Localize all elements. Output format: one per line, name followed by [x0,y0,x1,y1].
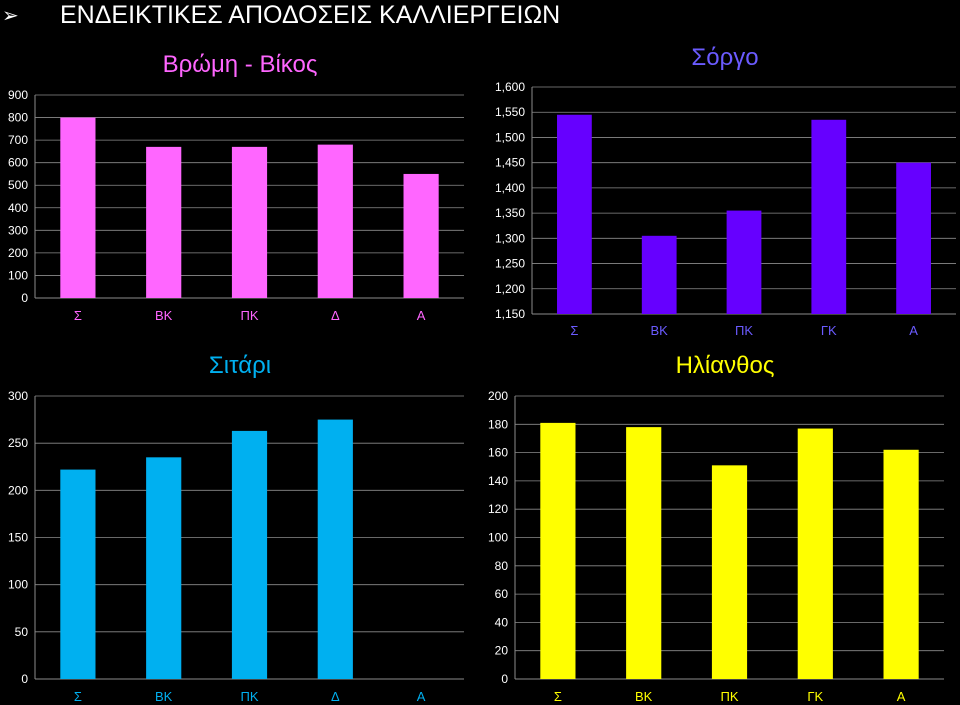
oats-vetch-bar [60,117,96,298]
sorghum-y-tick-label: 1,400 [495,181,525,195]
wheat-bar [317,419,353,679]
sunflower-y-tick-label: 120 [488,502,508,516]
sorghum-title: Σόργο [691,44,758,71]
sorghum-bar [726,210,762,314]
sorghum-category-label: ΒΚ [651,323,669,338]
oats-vetch-category-label: Α [417,308,426,323]
wheat-bar [146,457,182,679]
oats-vetch-category-label: ΠΚ [240,308,258,323]
sunflower-category-label: ΒΚ [635,689,653,704]
sunflower-bar [626,427,662,679]
oats-vetch-y-tick-label: 800 [8,111,28,125]
oats-vetch-bar [403,173,439,298]
sunflower-bar [797,428,833,679]
sorghum-bar [896,162,931,314]
sorghum-category-label: Σ [570,323,578,338]
oats-vetch-y-tick-label: 700 [8,133,28,147]
sorghum-category-label: Α [909,323,918,338]
sorghum-y-tick-label: 1,450 [495,156,525,170]
wheat-y-tick-label: 300 [8,389,28,403]
wheat-y-tick-label: 250 [8,436,28,450]
oats-vetch-chart: Βρώμη - Βίκος 0 100 200 300 400 500 600 700 800 90… [8,51,464,323]
sunflower-y-tick-label: 100 [488,531,508,545]
sorghum-bar [811,119,847,315]
sunflower-title: Ηλίανθος [676,352,775,379]
oats-vetch-bar [231,146,268,298]
sorghum-bar [557,114,592,314]
oats-vetch-y-tick-label: 200 [8,246,28,260]
sunflower-y-tick-label: 80 [495,559,509,573]
sunflower-bar [711,465,748,679]
sunflower-y-tick-label: 0 [501,672,508,686]
sorghum-category-label: ΓΚ [821,323,837,338]
sorghum-bar [641,235,677,314]
wheat-y-tick-label: 150 [8,531,28,545]
sorghum-y-tick-label: 1,200 [495,282,525,296]
wheat-y-tick-label: 0 [21,672,28,686]
sunflower-bar [540,422,576,679]
sorghum-chart: Σόργο 1,150 1,200 1,250 1,300 1,350 1,400 1,450… [495,44,956,338]
sunflower-y-tick-label: 40 [495,615,509,629]
oats-vetch-category-label: Δ [331,308,340,323]
wheat-bar [231,430,268,679]
sunflower-category-label: ΓΚ [807,689,823,704]
wheat-bar [60,469,96,679]
oats-vetch-bar [317,144,353,298]
sorghum-y-tick-label: 1,500 [495,130,525,144]
wheat-title: Σιτάρι [209,352,271,379]
oats-vetch-category-label: Σ [74,308,82,323]
sorghum-category-label: ΠΚ [735,323,753,338]
oats-vetch-category-label: ΒΚ [155,308,173,323]
oats-vetch-y-tick-label: 0 [21,291,28,305]
wheat-chart: Σιτάρι 0 50 100 150 200 250 300 Σ ΒΚ ΠΚ Δ Α [8,352,464,704]
oats-vetch-title: Βρώμη - Βίκος [163,51,318,78]
arrow-bullet-icon: ➢ [2,3,19,27]
sorghum-y-tick-label: 1,150 [495,307,525,321]
sorghum-y-tick-label: 1,350 [495,206,525,220]
sunflower-y-tick-label: 20 [495,644,509,658]
oats-vetch-y-tick-label: 400 [8,201,28,215]
oats-vetch-y-tick-label: 600 [8,156,28,170]
sunflower-bar [883,449,919,679]
wheat-y-tick-label: 100 [8,578,28,592]
oats-vetch-y-tick-label: 900 [8,88,28,102]
page-title: ΕΝΔΕΙΚΤΙΚΕΣ ΑΠΟΔΟΣΕΙΣ ΚΑΛΛΙΕΡΓΕΙΩΝ [60,1,561,29]
sunflower-y-tick-label: 180 [488,417,508,431]
oats-vetch-y-tick-label: 500 [8,178,28,192]
oats-vetch-y-tick-label: 100 [8,268,28,282]
sunflower-y-tick-label: 200 [488,389,508,403]
sunflower-y-tick-label: 160 [488,446,508,460]
wheat-category-label: ΒΚ [155,689,173,704]
sorghum-y-tick-label: 1,600 [495,80,525,94]
wheat-category-label: Α [417,689,426,704]
sunflower-y-tick-label: 140 [488,474,508,488]
wheat-category-label: ΠΚ [240,689,258,704]
wheat-category-label: Σ [74,689,82,704]
oats-vetch-y-tick-label: 300 [8,223,28,237]
sorghum-y-tick-label: 1,250 [495,257,525,271]
wheat-y-tick-label: 50 [15,625,29,639]
slide-header: ➢ ΕΝΔΕΙΚΤΙΚΕΣ ΑΠΟΔΟΣΕΙΣ ΚΑΛΛΙΕΡΓΕΙΩΝ [0,0,960,32]
sunflower-y-tick-label: 60 [495,587,509,601]
sorghum-y-tick-label: 1,300 [495,231,525,245]
oats-vetch-bar [146,146,182,298]
sunflower-chart: Ηλίανθος 0 20 40 60 80 100 120 140 160 180 200 Σ ΒΚ ΠΚ… [488,352,944,704]
wheat-category-label: Δ [331,689,340,704]
sunflower-category-label: Σ [554,689,562,704]
sunflower-category-label: Α [897,689,906,704]
sunflower-category-label: ΠΚ [720,689,738,704]
wheat-y-tick-label: 200 [8,483,28,497]
sorghum-y-tick-label: 1,550 [495,105,525,119]
